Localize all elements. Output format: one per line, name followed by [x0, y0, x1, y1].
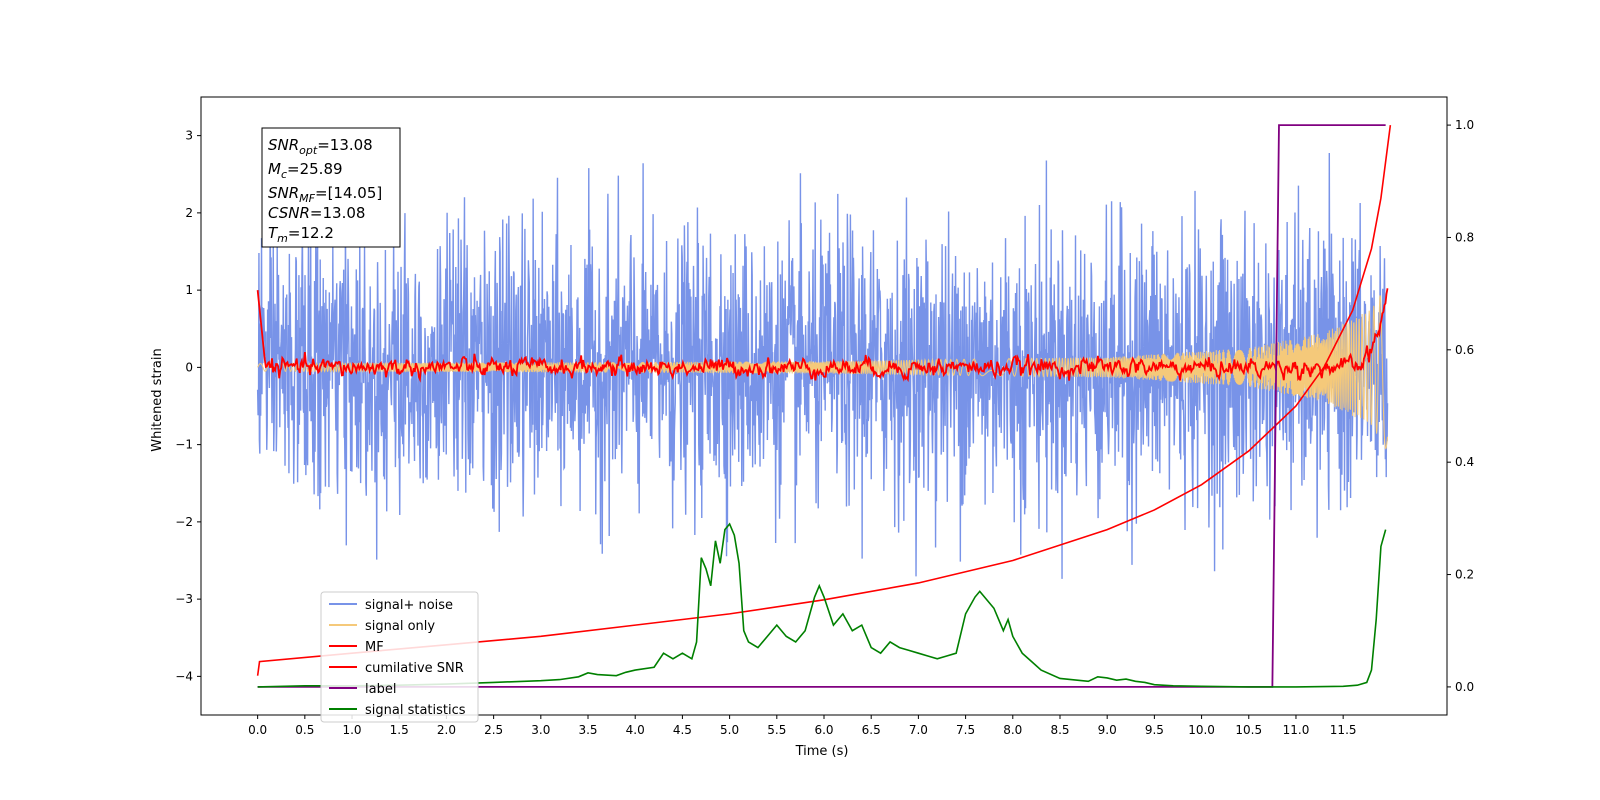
x-tick-label: 11.0 — [1283, 723, 1310, 737]
x-tick-label: 1.0 — [342, 723, 361, 737]
x-tick-label: 3.5 — [578, 723, 597, 737]
x-tick-label: 4.0 — [626, 723, 645, 737]
series-label — [257, 124, 1386, 688]
x-tick-label: 0.0 — [248, 723, 267, 737]
info-box-frame — [261, 127, 401, 248]
legend: signal+ noise signal only MF cumilative … — [320, 591, 479, 723]
y-tick-label: −3 — [175, 592, 193, 606]
info-line-tm: Tm=12.2 — [268, 224, 334, 245]
y-tick-label: 1 — [185, 283, 193, 297]
x-tick-label: 9.5 — [1145, 723, 1164, 737]
legend-label-cumulative-snr: cumilative SNR — [365, 661, 464, 676]
x-tick-label: 5.5 — [767, 723, 786, 737]
y-tick-label: −1 — [175, 438, 193, 452]
x-tick-label: 4.5 — [673, 723, 692, 737]
info-line-snr-opt: SNRopt=13.08 — [268, 136, 373, 157]
y-tick-label: 0 — [185, 360, 193, 374]
y2-tick-label: 0.2 — [1455, 568, 1474, 582]
x-tick-label: 2.0 — [437, 723, 456, 737]
axes: 0.0 0.5 1.0 1.5 2.0 2.5 3.0 3.5 4.0 4.5 5.0 5.5 6.0 6… — [175, 96, 1474, 737]
legend-label-label: label — [365, 682, 396, 697]
x-tick-label: 9.0 — [1098, 723, 1117, 737]
legend-label-signal-only: signal only — [365, 619, 435, 634]
y2-tick-label: 0.4 — [1455, 455, 1474, 469]
x-tick-label: 7.5 — [956, 723, 975, 737]
x-tick-label: 1.5 — [390, 723, 409, 737]
y2-tick-label: 0.8 — [1455, 230, 1474, 244]
y-tick-label: 2 — [185, 206, 193, 220]
y-tick-label: −2 — [175, 515, 193, 529]
y-axis-title: Whitened strain — [150, 348, 165, 451]
info-box: SNRopt=13.08 Mc=25.89 SNRMF=[14.05] CSNR… — [261, 127, 401, 248]
x-tick-label: 8.5 — [1050, 723, 1069, 737]
y2-tick-label: 1.0 — [1455, 118, 1474, 132]
x-tick-label: 7.0 — [909, 723, 928, 737]
legend-label-mf: MF — [365, 640, 384, 655]
x-axis-title: Time (s) — [795, 744, 849, 759]
y-tick-label: 3 — [185, 129, 193, 143]
legend-frame — [320, 591, 479, 723]
info-line-snr-mf: SNRMF=[14.05] — [268, 184, 382, 205]
info-line-csnr: CSNR=13.08 — [268, 204, 365, 222]
y2-tick-label: 0.6 — [1455, 343, 1474, 357]
series-signal-statistics — [257, 522, 1387, 688]
series-mf — [256, 288, 1389, 383]
x-tick-label: 0.5 — [295, 723, 314, 737]
x-tick-label: 6.5 — [862, 723, 881, 737]
x-tick-label: 10.5 — [1235, 723, 1262, 737]
x-tick-label: 6.0 — [814, 723, 833, 737]
legend-label-signal-statistics: signal statistics — [365, 703, 466, 718]
y-tick-label: −4 — [175, 669, 193, 683]
x-tick-label: 2.5 — [484, 723, 503, 737]
x-tick-label: 10.0 — [1188, 723, 1215, 737]
x-tick-label: 5.0 — [720, 723, 739, 737]
y2-tick-label: 0.0 — [1455, 680, 1474, 694]
legend-label-signal-noise: signal+ noise — [365, 598, 453, 613]
x-tick-label: 8.0 — [1003, 723, 1022, 737]
x-tick-label: 11.5 — [1330, 723, 1357, 737]
info-line-mc: Mc=25.89 — [268, 160, 343, 181]
x-tick-label: 3.0 — [531, 723, 550, 737]
